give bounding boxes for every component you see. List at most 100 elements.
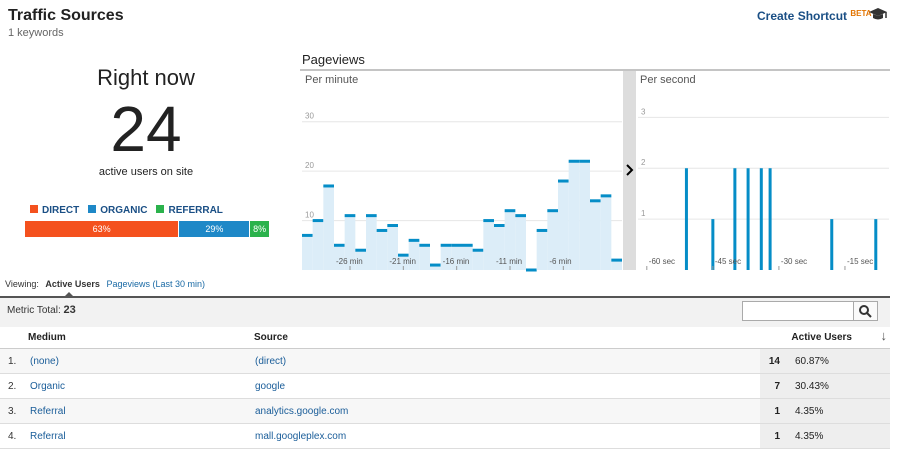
x-tick-label: -26 min [336,257,363,266]
column-header[interactable]: Medium [28,332,66,343]
metric-value: 23 [63,304,76,316]
percent-cell [760,399,890,423]
y-tick-label: 1 [641,209,646,218]
bar [759,168,763,270]
source-link[interactable]: analytics.google.com [255,406,349,417]
tab[interactable]: Pageviews (Last 30 min) [106,279,205,289]
bar [746,168,750,270]
users-percent: 30.43% [795,381,829,392]
y-tick-label: 2 [641,158,646,167]
data-table: Medium Source Active Users ↓ 1. (none) (direct… [0,325,890,449]
chart-divider[interactable] [623,71,636,270]
source-link[interactable]: (direct) [255,356,287,367]
active-caption: active users on site [98,166,194,178]
bar [419,245,430,270]
subtitle: 1 keywords [8,27,64,39]
percent-cell [760,349,890,373]
segment: 8% [250,221,269,237]
x-tick-label: -60 sec [649,257,675,266]
bar [302,235,313,270]
hat-icon[interactable] [867,5,889,23]
bar [536,230,548,270]
users-count: 7 [774,381,780,392]
y-tick-label: 20 [305,161,314,170]
bar [430,265,441,270]
shortcut-text[interactable]: Create Shortcut [757,9,848,23]
legend-swatch [156,205,165,213]
source-link[interactable]: mall.googleplex.com [255,431,347,442]
medium-link[interactable]: (none) [30,356,59,367]
bar [558,181,569,270]
source-link[interactable]: google [255,381,286,392]
bar [611,260,622,270]
table-row: 4. Referral mall.googleplex.com 1 4.35% [0,424,890,449]
bar [711,219,715,270]
beta-badge: BETA [850,9,872,18]
bar [355,250,366,270]
title: Traffic Sources [8,7,124,24]
legend-label: ORGANIC [100,205,148,216]
legend-item: REFERRAL [156,205,223,216]
row-index: 1. [8,356,17,367]
bar [387,225,398,270]
users-percent: 4.35% [795,431,824,442]
bar [515,215,526,270]
bar [600,195,612,270]
bar [462,245,473,270]
tab-pointer [64,292,74,297]
segment: 29% [179,221,250,237]
viewing-tabs: Viewing: Active Users Pageviews (Last 30… [5,279,205,289]
search-input[interactable] [742,301,854,321]
percent-cell [760,424,890,448]
segment-label: 63% [92,224,111,234]
medium-link[interactable]: Organic [30,381,66,392]
segment-legend: DIRECT ORGANIC REFERRAL [30,205,232,216]
x-tick-label: -30 sec [781,257,807,266]
x-tick-label: -15 sec [847,257,873,266]
shortcut-link[interactable]: Create Shortcut BETA [757,9,872,23]
table-header: Medium Source Active Users ↓ [0,325,890,349]
x-tick-label: -21 min [389,257,416,266]
y-tick-label: 3 [641,107,646,116]
pageviews-title: Pageviews [302,52,365,67]
row-index: 4. [8,431,17,442]
viewing-label: Viewing: [5,279,39,289]
sort-arrow: ↓ [880,328,888,343]
bar [451,245,462,270]
bar [494,225,505,270]
legend-swatch [30,205,38,213]
legend-swatch [88,205,97,213]
column-header[interactable]: Active Users [791,332,852,343]
bar [440,245,452,270]
x-tick-label: -6 min [549,257,571,266]
bar [547,210,558,270]
segment: 63% [25,221,179,237]
bar [323,185,334,270]
bar [408,240,420,270]
users-count: 1 [774,431,780,442]
segment-label: 8% [253,224,267,234]
row-index: 3. [8,406,17,417]
bar [376,230,388,270]
column-header[interactable]: Source [254,332,288,343]
expand-arrow[interactable] [626,164,634,176]
x-tick-label: -45 sec [715,257,741,266]
search-button[interactable] [853,301,878,321]
metric-label: Metric Total: [7,305,61,316]
segment-label: 29% [205,224,224,234]
users-percent: 4.35% [795,406,824,417]
medium-link[interactable]: Referral [30,406,66,417]
legend-item: DIRECT [30,205,79,216]
right-now-heading: Right now [97,65,195,90]
medium-link[interactable]: Referral [30,431,66,442]
bar [312,220,324,270]
bar [733,168,737,270]
x-tick-label: -11 min [496,257,522,266]
y-tick-label: 10 [305,211,314,220]
bar [483,220,494,270]
tab-active[interactable]: Active Users [45,279,100,289]
users-percent: 60.87% [795,356,829,367]
y-tick-label: 30 [305,112,314,121]
users-count: 14 [768,356,780,367]
